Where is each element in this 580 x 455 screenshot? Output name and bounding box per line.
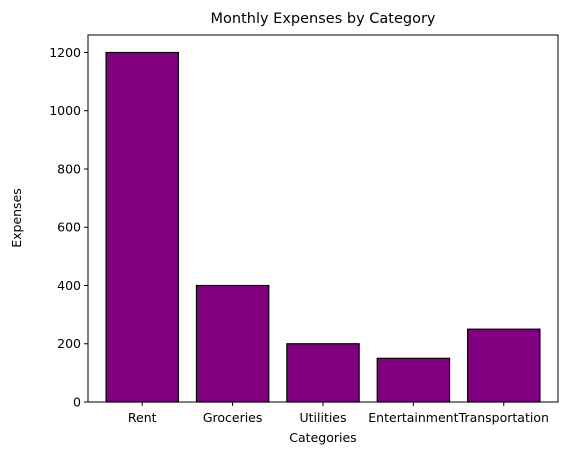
y-tick-label: 600 <box>57 220 81 235</box>
y-tick-label: 800 <box>57 161 81 176</box>
x-axis-ticks: Rent Groceries Utilities Entertainment Trans… <box>128 402 549 425</box>
y-axis-ticks: 0 200 400 600 800 1000 1200 <box>49 45 88 410</box>
x-tick-label: Entertainment <box>368 410 458 425</box>
y-tick-label: 1000 <box>49 103 81 118</box>
x-tick-label: Transportation <box>458 410 549 425</box>
x-tick-label: Utilities <box>299 410 346 425</box>
x-tick-label: Groceries <box>203 410 263 425</box>
y-tick-label: 1200 <box>49 45 81 60</box>
chart-title: Monthly Expenses by Category <box>211 11 436 27</box>
bar-rent <box>106 52 178 402</box>
bar-entertainment <box>377 358 449 402</box>
bar-utilities <box>287 344 359 402</box>
y-tick-label: 200 <box>57 336 81 351</box>
bar-groceries <box>196 285 268 402</box>
x-axis-label: Categories <box>289 430 356 445</box>
y-tick-label: 400 <box>57 278 81 293</box>
y-tick-label: 0 <box>73 395 81 410</box>
y-axis-label: Expenses <box>9 188 24 248</box>
x-tick-label: Rent <box>128 410 157 425</box>
bar-transportation <box>468 329 540 402</box>
bars-group <box>106 52 540 402</box>
